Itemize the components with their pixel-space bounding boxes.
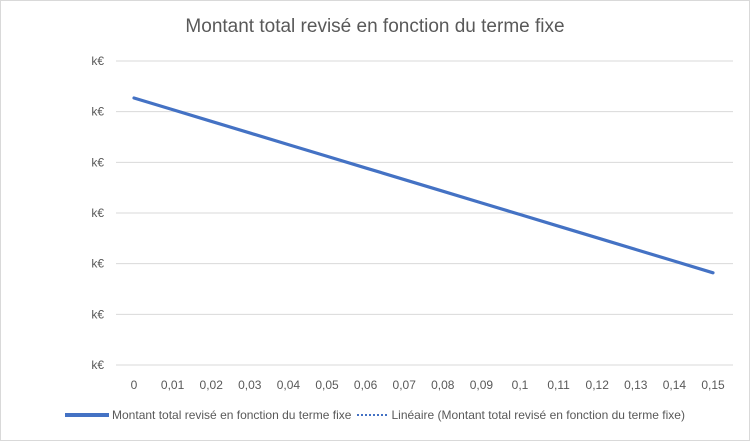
- x-tick-label: 0,09: [470, 378, 494, 392]
- x-tick-label: 0,02: [200, 378, 224, 392]
- chart-title: Montant total revisé en fonction du term…: [185, 16, 565, 37]
- x-tick-label: 0,06: [354, 378, 378, 392]
- x-tick-label: 0,1: [512, 378, 529, 392]
- x-tick-label: 0,11: [547, 378, 570, 392]
- x-tick-label: 0,04: [277, 378, 301, 392]
- y-tick-label: k€: [91, 206, 104, 220]
- y-tick-label: k€: [91, 257, 104, 271]
- x-tick-label: 0,03: [238, 378, 262, 392]
- y-tick-label: k€: [91, 105, 104, 119]
- legend-label-trendline: Linéaire (Montant total revisé en foncti…: [391, 408, 685, 422]
- y-tick-label: k€: [91, 307, 104, 321]
- x-tick-label: 0,12: [586, 378, 610, 392]
- legend-item-series: Montant total revisé en fonction du term…: [65, 408, 351, 422]
- y-axis-ticks: k€ k€ k€ k€ k€ k€ k€: [91, 54, 104, 372]
- legend-swatch-dotted: [357, 414, 388, 416]
- legend-item-trendline: Linéaire (Montant total revisé en foncti…: [357, 408, 685, 422]
- gridlines: [116, 60, 733, 366]
- x-tick-label: 0,13: [624, 378, 648, 392]
- x-tick-label: 0,01: [161, 378, 185, 392]
- legend-swatch-solid: [65, 413, 110, 417]
- x-tick-label: 0,07: [393, 378, 417, 392]
- x-tick-label: 0,15: [701, 378, 725, 392]
- series-group: [132, 96, 715, 275]
- x-tick-label: 0: [131, 378, 138, 392]
- y-tick-label: k€: [91, 155, 104, 169]
- x-tick-label: 0,08: [431, 378, 455, 392]
- legend-label-series: Montant total revisé en fonction du term…: [112, 408, 352, 422]
- x-tick-label: 0,05: [315, 378, 339, 392]
- x-axis-ticks: 0 0,01 0,02 0,03 0,04 0,05 0,06 0,07 0,08 0,09 0,1…: [131, 378, 725, 392]
- legend: Montant total revisé en fonction du term…: [0, 405, 750, 425]
- y-tick-label: k€: [91, 358, 104, 372]
- trendline: [133, 97, 714, 274]
- x-tick-label: 0,14: [663, 378, 687, 392]
- y-tick-label: k€: [91, 54, 104, 68]
